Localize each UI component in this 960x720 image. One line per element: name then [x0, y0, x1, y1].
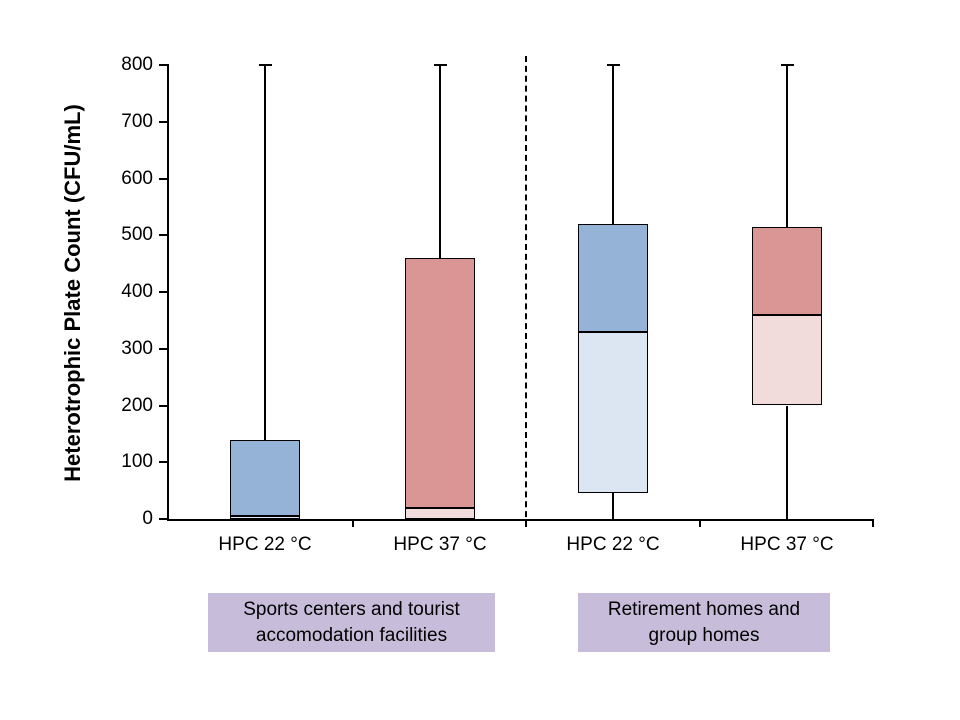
y-tick: [159, 177, 167, 180]
y-tick-label: 0: [142, 508, 153, 529]
upper-whisker: [439, 65, 441, 258]
group-label-retirement-line1: Retirement homes and: [607, 598, 801, 620]
y-axis-line: [167, 64, 169, 521]
box-upper-quartile: [578, 223, 648, 332]
upper-whisker: [786, 65, 788, 227]
y-tick-label: 700: [121, 110, 153, 132]
group-label-retirement: Retirement homes and group homes: [578, 593, 830, 652]
y-tick: [159, 404, 167, 407]
category-label: HPC 37 °C: [740, 534, 834, 555]
group-label-retirement-line2: group homes: [648, 624, 760, 646]
group-label-sports-line1: Sports centers and tourist: [243, 598, 460, 620]
y-tick: [159, 347, 167, 350]
y-tick-label: 100: [121, 451, 153, 473]
group-label-sports-line2: accomodation facilities: [255, 624, 448, 646]
y-tick-label: 400: [121, 281, 153, 302]
box-lower-quartile: [578, 331, 648, 494]
box-lower-quartile: [230, 516, 300, 519]
x-tick: [872, 519, 874, 527]
lower-whisker: [612, 493, 614, 519]
y-tick-label: 800: [121, 54, 153, 75]
box-lower-quartile: [405, 507, 475, 519]
group-label-sports: Sports centers and tourist accomodation …: [208, 593, 495, 652]
y-axis-title: Heterotrophic Plate Count (CFU/mL): [60, 104, 85, 482]
y-tick-label: 300: [121, 337, 153, 359]
y-tick: [159, 64, 167, 66]
upper-whisker: [264, 65, 266, 440]
y-tick: [159, 234, 167, 237]
box-upper-quartile: [230, 439, 300, 517]
y-tick: [159, 291, 167, 293]
x-axis-line: [167, 519, 873, 521]
box-upper-quartile: [752, 226, 822, 315]
y-tick-label: 600: [121, 167, 153, 189]
whisker-cap: [606, 64, 620, 66]
x-tick: [352, 519, 354, 527]
box-lower-quartile: [752, 314, 822, 406]
y-tick: [159, 461, 167, 464]
whisker-cap: [258, 64, 272, 66]
y-tick-label: 500: [121, 224, 153, 246]
category-label: HPC 22 °C: [218, 534, 312, 555]
separator-dashed-line: [525, 56, 527, 527]
y-tick-label: 200: [121, 394, 153, 416]
y-tick: [159, 518, 167, 520]
lower-whisker: [786, 405, 788, 519]
y-tick: [159, 120, 167, 123]
box-upper-quartile: [405, 257, 475, 508]
whisker-cap: [433, 64, 447, 66]
category-label: HPC 37 °C: [393, 534, 487, 555]
whisker-cap: [780, 64, 794, 66]
upper-whisker: [612, 65, 614, 224]
x-tick: [699, 519, 701, 527]
category-label: HPC 22 °C: [566, 534, 660, 555]
